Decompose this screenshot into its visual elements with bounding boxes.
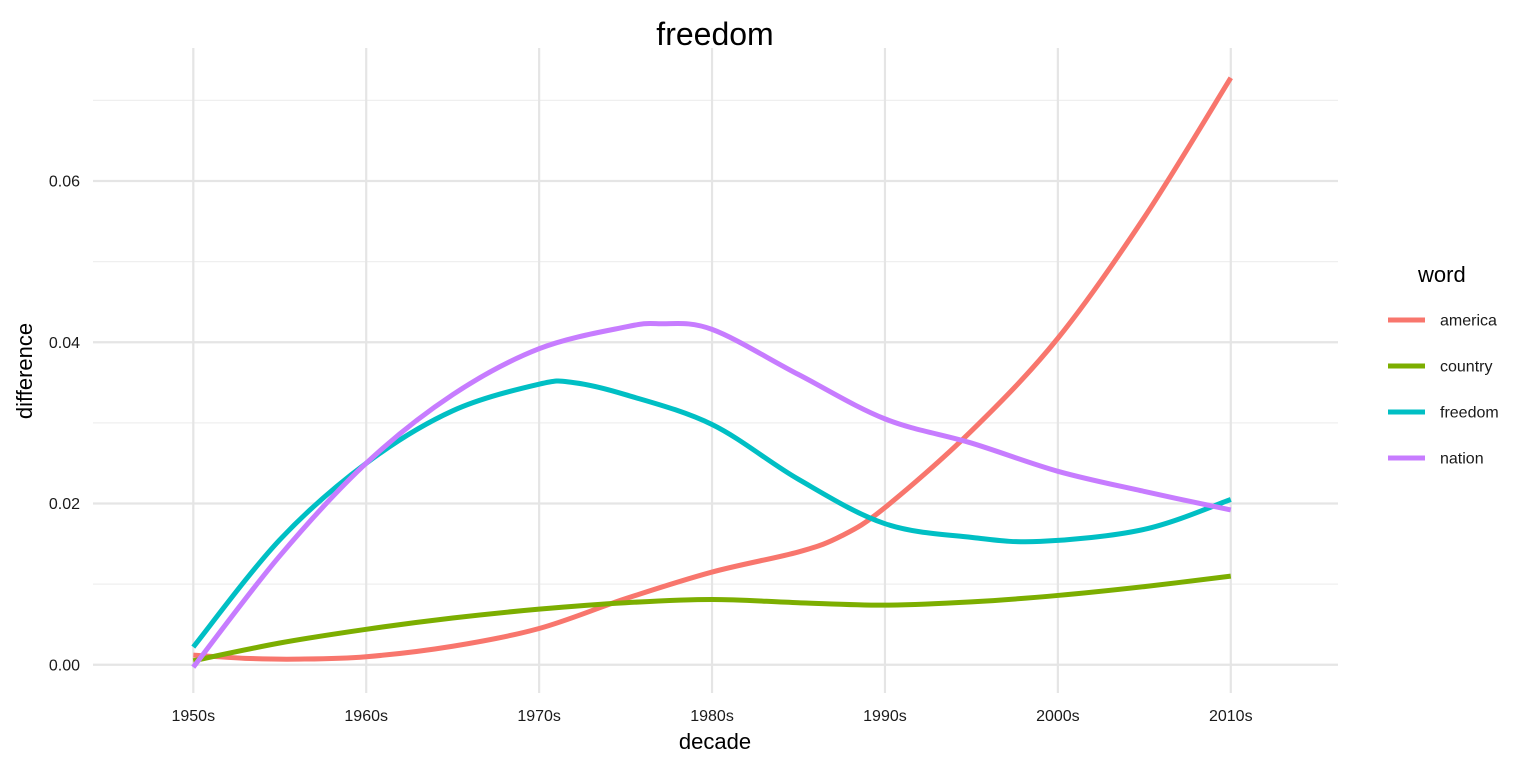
legend-label-nation: nation bbox=[1440, 451, 1484, 468]
x-tick-label: 1970s bbox=[517, 708, 561, 725]
major-gridlines bbox=[93, 48, 1338, 693]
x-tick-label: 1960s bbox=[344, 708, 388, 725]
x-tick-labels: 1950s 1960s 1970s 1980s 1990s 2000s 2010s bbox=[171, 708, 1252, 725]
y-axis-title: difference bbox=[12, 323, 37, 419]
series-line-nation bbox=[191, 320, 1232, 669]
y-tick-label: 0.06 bbox=[49, 174, 80, 191]
x-tick-label: 1980s bbox=[690, 708, 734, 725]
minor-gridlines bbox=[93, 99, 1338, 585]
legend-label-america: america bbox=[1440, 313, 1497, 330]
legend-label-country: country bbox=[1440, 359, 1492, 376]
y-tick-label: 0.02 bbox=[49, 496, 80, 513]
x-tick-label: 2010s bbox=[1209, 708, 1253, 725]
chart-title: freedom bbox=[656, 16, 773, 52]
y-tick-label: 0.04 bbox=[49, 335, 80, 352]
legend: word america country freedom nation bbox=[1388, 262, 1499, 468]
x-axis-title: decade bbox=[679, 729, 751, 754]
legend-label-freedom: freedom bbox=[1440, 405, 1499, 422]
y-tick-label: 0.00 bbox=[49, 657, 80, 674]
legend-items: america country freedom nation bbox=[1388, 313, 1499, 468]
x-tick-label: 1990s bbox=[863, 708, 907, 725]
series-line-country bbox=[192, 573, 1232, 664]
y-tick-labels: 0.00 0.02 0.04 0.06 bbox=[49, 174, 80, 675]
legend-title: word bbox=[1417, 262, 1466, 287]
series-line-america bbox=[193, 76, 1233, 662]
x-tick-label: 2000s bbox=[1036, 708, 1080, 725]
series-lines bbox=[191, 76, 1233, 669]
x-tick-label: 1950s bbox=[171, 708, 215, 725]
